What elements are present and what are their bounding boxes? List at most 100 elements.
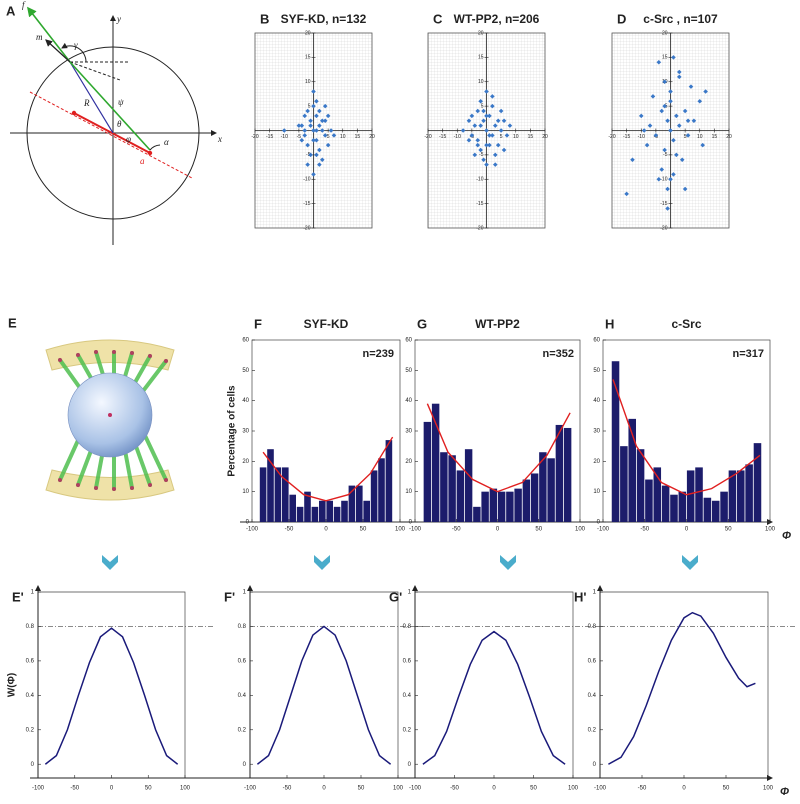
x-tick-label: 0 <box>324 527 328 533</box>
panel-label: D <box>617 11 626 26</box>
point <box>475 142 481 148</box>
symbol: γ <box>74 40 78 50</box>
bar <box>728 470 737 522</box>
point <box>492 162 498 167</box>
bar <box>547 458 555 522</box>
symbol: x <box>217 134 222 144</box>
point <box>662 79 667 85</box>
symbol: m <box>36 32 43 42</box>
point <box>641 128 647 133</box>
x-tick-label: -20 <box>608 134 615 140</box>
chart-title: WT-PP2, n=206 <box>454 12 540 26</box>
point <box>299 123 305 128</box>
point <box>671 137 676 143</box>
y-tick-label: 0.4 <box>588 693 597 699</box>
y-tick-label: -20 <box>303 225 310 231</box>
bar <box>423 421 432 522</box>
point <box>659 108 665 114</box>
x-axis-label: Φ <box>782 530 791 542</box>
y-tick-label: -10 <box>660 177 667 183</box>
y-tick-label: -15 <box>303 201 310 207</box>
bar <box>473 506 481 522</box>
y-tick-label: 0.2 <box>403 727 412 733</box>
point <box>671 172 676 177</box>
y-tick-label: -20 <box>660 225 667 231</box>
bar <box>456 470 465 522</box>
y-tick-label: 0 <box>593 762 597 768</box>
point <box>472 152 478 158</box>
y-tick-label: 60 <box>242 338 249 344</box>
y-tick-label: 0.4 <box>238 693 247 699</box>
point <box>331 133 337 138</box>
bar <box>530 473 539 522</box>
y-tick-label: -15 <box>476 201 483 207</box>
point <box>691 118 697 124</box>
y-tick-label: 1 <box>31 590 35 596</box>
y-tick-label: 15 <box>305 55 311 61</box>
point <box>682 186 688 192</box>
point <box>685 133 691 138</box>
x-tick-label: 50 <box>535 527 542 533</box>
point <box>317 162 322 167</box>
x-tick-label: 15 <box>355 134 361 140</box>
diagram-e: E <box>8 315 175 501</box>
bar <box>753 443 762 522</box>
point <box>481 157 486 163</box>
x-tick-label: -5 <box>297 134 302 140</box>
y-tick-label: 0 <box>408 762 412 768</box>
point <box>668 128 673 133</box>
point <box>688 84 694 89</box>
y-tick-label: 60 <box>405 338 412 344</box>
point <box>484 113 489 119</box>
frame <box>249 591 399 778</box>
fit-curve <box>612 379 761 496</box>
y-tick-label: 15 <box>478 55 484 61</box>
x-tick-label: 50 <box>723 786 730 792</box>
frame <box>37 591 186 778</box>
point <box>662 103 667 109</box>
bar <box>333 506 341 522</box>
x-tick-label: 15 <box>712 134 718 140</box>
y-tick-label: 30 <box>242 429 249 435</box>
chart-title: c-Src , n=107 <box>643 12 718 26</box>
bar <box>620 446 628 522</box>
y-tick-label: 0.6 <box>588 658 597 664</box>
point <box>302 133 308 138</box>
point <box>317 147 322 153</box>
bar <box>431 403 440 522</box>
y-tick-label: 20 <box>405 459 412 465</box>
bar <box>695 467 703 522</box>
x-tick-label: 15 <box>528 134 534 140</box>
symbol: y <box>116 14 121 24</box>
point <box>322 118 328 124</box>
point <box>665 206 670 211</box>
y-tick-label: 0.6 <box>403 658 412 664</box>
point <box>487 133 492 138</box>
point <box>308 152 313 158</box>
point <box>311 137 316 143</box>
x-tick-label: 5 <box>684 134 687 140</box>
x-tick-label: 10 <box>513 134 519 140</box>
panel-label: F' <box>224 589 235 604</box>
chart-title: SYF-KD <box>304 317 349 331</box>
frame <box>251 339 401 523</box>
y-tick-label: 0 <box>31 762 35 768</box>
bar <box>385 440 393 522</box>
point <box>676 69 682 75</box>
y-tick-label: -5 <box>663 152 668 158</box>
point <box>481 118 486 124</box>
curve <box>422 630 566 765</box>
point <box>492 123 498 128</box>
x-tick-label: 0 <box>685 527 689 533</box>
point <box>322 133 328 138</box>
point <box>484 142 489 148</box>
bar <box>497 491 506 522</box>
x-tick-label: 100 <box>568 786 579 792</box>
point <box>671 55 676 60</box>
point <box>504 133 510 138</box>
x-tick-label: -100 <box>409 527 422 533</box>
point <box>305 108 310 114</box>
x-tick-label: 100 <box>395 527 406 533</box>
point <box>665 186 670 192</box>
point <box>481 108 486 114</box>
